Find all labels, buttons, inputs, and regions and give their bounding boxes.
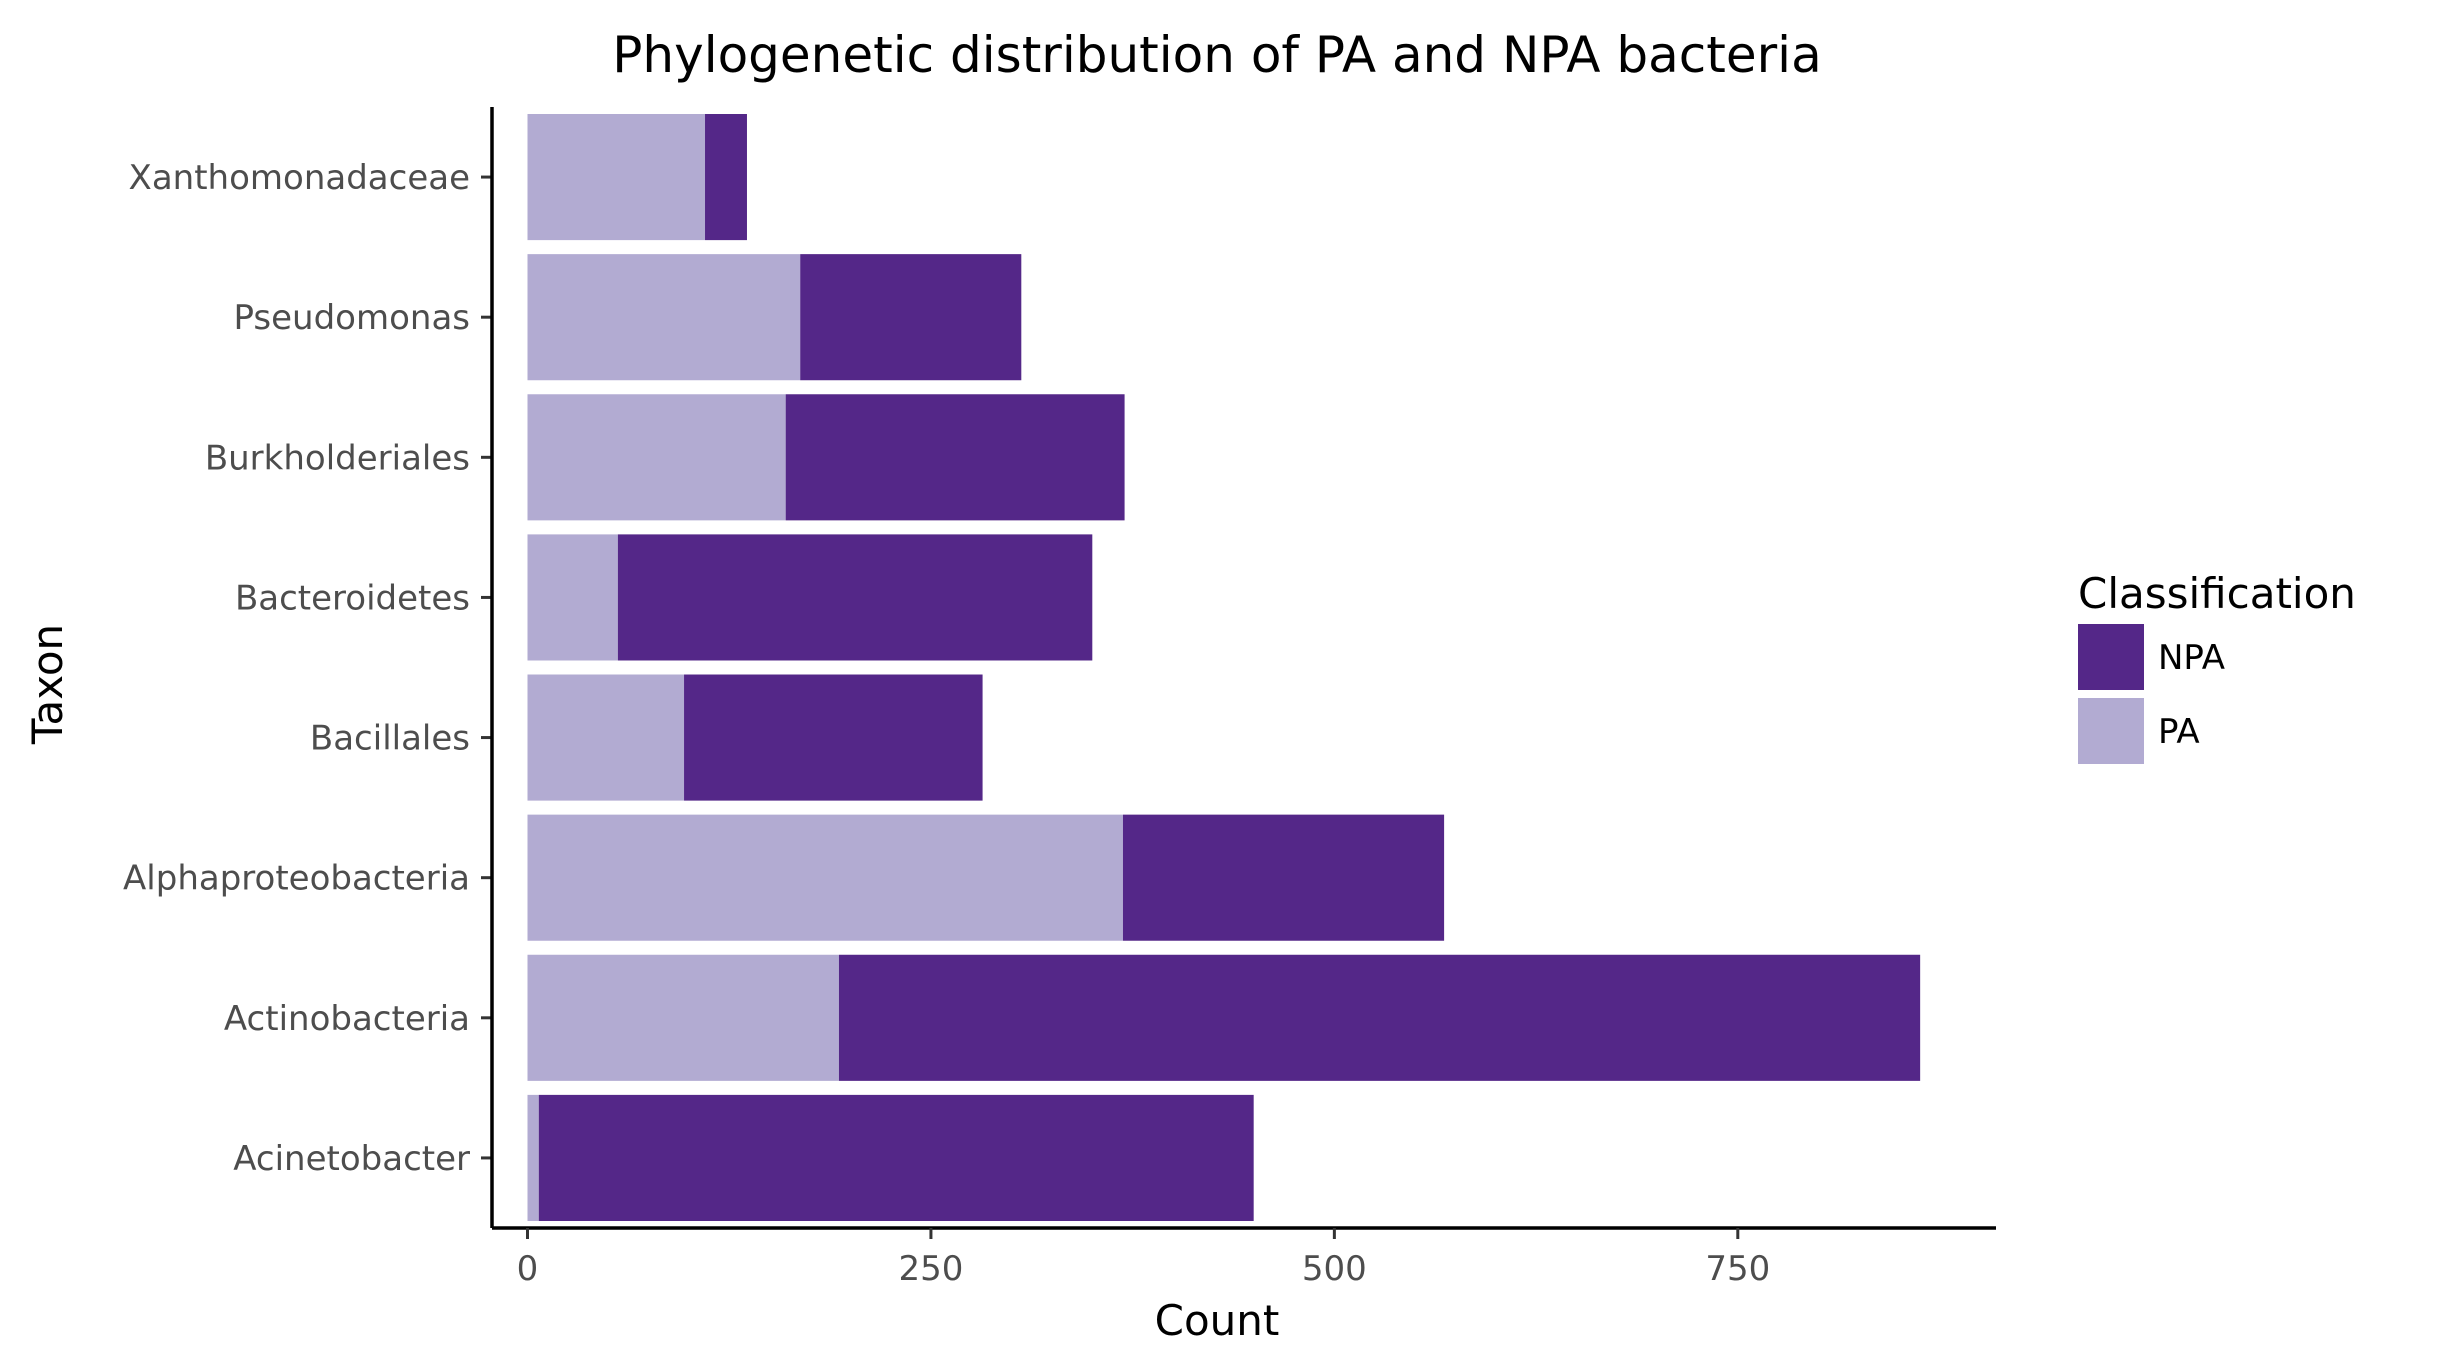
legend: Classification NPA PA [2078,569,2356,764]
legend-title: Classification [2078,569,2356,618]
bar-actinobacteria-npa [838,954,1921,1081]
y-tick-label-bacillales: Bacillales [310,719,470,759]
bar-alphaproteobacteria-npa [1122,814,1445,941]
x-tick-label-0: 0 [517,1249,539,1289]
bar-acinetobacter-pa [527,1094,539,1221]
y-tick-label-bacteroidetes: Bacteroidetes [235,578,470,618]
bar-bacillales-npa [684,674,983,801]
chart-title: Phylogenetic distribution of PA and NPA … [612,26,1821,84]
bar-bacillales-pa [527,674,685,801]
bar-bacteroidetes-npa [617,534,1093,661]
bar-pseudomonas-pa [527,254,801,381]
bar-xanthomonadaceae-npa [705,114,747,241]
y-tick-label-acinetobacter: Acinetobacter [233,1139,470,1179]
x-tick-label-750: 750 [1705,1249,1770,1289]
legend-swatch-pa [2078,698,2144,764]
y-tick-label-alphaproteobacteria: Alphaproteobacteria [123,859,470,899]
x-axis-title: Count [1155,1296,1280,1345]
bar-alphaproteobacteria-pa [527,814,1123,941]
axes-layer: Acinetobacter Actinobacteria Alphaproteoba… [123,107,1996,1289]
bar-actinobacteria-pa [527,954,839,1081]
legend-label-npa: NPA [2158,638,2225,678]
x-tick-label-250: 250 [898,1249,963,1289]
legend-label-pa: PA [2158,712,2200,752]
y-tick-label-pseudomonas: Pseudomonas [234,298,471,338]
legend-swatch-npa [2078,624,2144,690]
bar-bacteroidetes-pa [527,534,618,661]
x-tick-label-500: 500 [1302,1249,1367,1289]
y-tick-label-xanthomonadaceae: Xanthomonadaceae [129,158,470,198]
bar-burkholderiales-npa [785,394,1125,521]
bar-acinetobacter-npa [538,1094,1254,1221]
bars-layer [527,114,1921,1221]
bar-xanthomonadaceae-pa [527,114,706,241]
y-tick-label-burkholderiales: Burkholderiales [205,438,470,478]
bar-pseudomonas-npa [800,254,1022,381]
bar-burkholderiales-pa [527,394,786,521]
y-axis-title: Taxon [23,624,72,745]
y-tick-label-actinobacteria: Actinobacteria [224,999,470,1039]
